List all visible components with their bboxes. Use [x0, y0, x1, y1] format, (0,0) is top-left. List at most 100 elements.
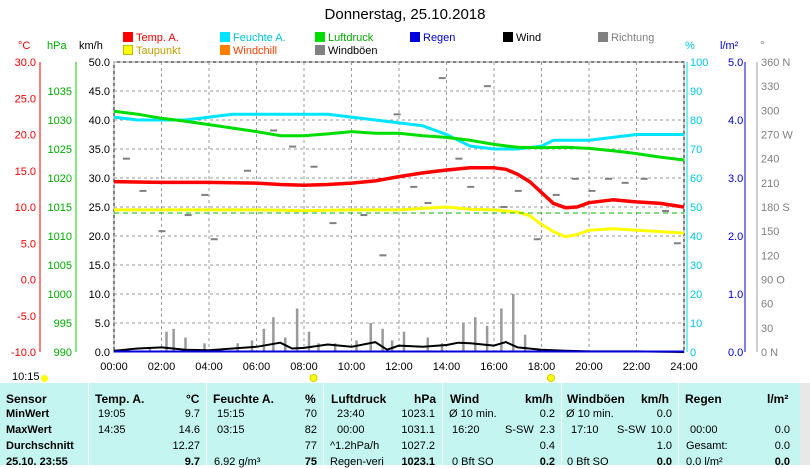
direction-tick-label: 180 S [761, 202, 790, 214]
cell-value: 0.0 [656, 408, 672, 420]
direction-mark [640, 177, 648, 180]
direction-mark [244, 169, 251, 172]
x-tick-label: 02:00 [148, 361, 176, 373]
summary-table: Sensor Temp. A. °C Feuchte A. % Luftdruc… [0, 383, 800, 468]
legend-item-temp[interactable]: Temp. A. [123, 32, 179, 44]
direction-mark [438, 77, 446, 80]
gust-bar [307, 331, 311, 352]
gust-bar [295, 308, 299, 352]
direction-mark [588, 189, 596, 192]
wind-axis-unit: km/h [79, 40, 103, 52]
legend-label: Luftdruck [328, 32, 374, 44]
cell-value: 10.0 [650, 424, 672, 436]
cell-value: 75 [304, 456, 317, 468]
cell-value: 70 [304, 408, 317, 420]
gust-bar [462, 323, 465, 352]
direction-mark [483, 85, 491, 88]
legend-swatch [220, 45, 230, 55]
legend-item-humidity[interactable]: Feuchte A. [220, 32, 286, 44]
legend-label: Regen [423, 32, 456, 44]
cell-value: 0.0 [774, 424, 790, 436]
series-line-luftdruck [113, 109, 685, 162]
header-gust-unit: km/h [641, 392, 670, 406]
legend-item-dewpoint[interactable]: Taupunkt [123, 45, 181, 57]
cell-time: 14:35 [98, 424, 126, 436]
legend-swatch [410, 32, 420, 42]
legend-label: Richtung [611, 32, 655, 44]
series-line-wind [113, 341, 685, 353]
cell-time: 0.0 l/m² [686, 456, 723, 468]
direction-mark [605, 177, 612, 180]
temp-tick-label: 25.0 [15, 93, 36, 105]
rain-axis-unit: l/m² [720, 40, 739, 52]
cell-value: 82 [304, 424, 317, 436]
legend-item-gusts[interactable]: Windböen [315, 45, 378, 57]
temp-tick-label: -5.0 [17, 311, 36, 323]
rain-tick-label: 1.0 [728, 289, 743, 301]
cell-value: 1027.2 [401, 440, 435, 452]
sun-marker-icon [547, 374, 555, 382]
direction-dots [122, 77, 681, 257]
wind-tick-label: 25.0 [89, 202, 110, 214]
cell-value: 9.7 [184, 456, 200, 468]
legend-swatch [315, 32, 325, 42]
direction-mark [379, 254, 387, 257]
temp-tick-label: 0.0 [21, 275, 36, 287]
legend-swatch [123, 45, 133, 55]
header-pressure-unit: hPa [414, 392, 437, 406]
direction-tick-label: 0 N [761, 347, 778, 359]
direction-tick-label: 60 [761, 299, 773, 311]
gust-bar [485, 325, 489, 352]
humidity-axis-unit: % [685, 40, 695, 52]
legend-swatch [315, 45, 325, 55]
wind-tick-label: 15.0 [89, 260, 110, 272]
legend-label: Temp. A. [136, 32, 179, 44]
legend-item-pressure[interactable]: Luftdruck [315, 32, 373, 44]
direction-tick-label: 120 [761, 250, 779, 262]
pressure-tick-label: 1005 [48, 260, 72, 272]
legend-item-rain[interactable]: Regen [410, 32, 455, 44]
gust-bar [165, 331, 168, 352]
x-tick-label: 08:00 [290, 361, 318, 373]
page-title: Donnerstag, 25.10.2018 [324, 6, 486, 23]
cell-value: 12.27 [172, 440, 200, 452]
cell-time: Gesamt: [686, 440, 728, 452]
wind-tick-label: 40.0 [89, 115, 110, 127]
x-tick-label: 00:00 [100, 361, 128, 373]
gust-bar [184, 337, 187, 352]
row-label: 25.10. 23:55 [6, 456, 68, 468]
direction-mark [360, 214, 368, 217]
temp-tick-label: 15.0 [15, 166, 36, 178]
direction-mark [500, 206, 508, 208]
gust-bar [369, 323, 372, 352]
legend-item-wind[interactable]: Wind [503, 32, 541, 44]
pressure-tick-label: 1025 [48, 144, 72, 156]
direction-mark [673, 242, 681, 245]
header-humidity-unit: % [305, 392, 316, 406]
legend-item-direction[interactable]: Richtung [598, 32, 654, 44]
gust-bar [172, 328, 175, 352]
wind-tick-label: 10.0 [89, 289, 110, 301]
direction-tick-label: 210 [761, 178, 779, 190]
header-gust: Windböen [567, 392, 625, 406]
x-tick-label: 18:00 [528, 361, 556, 373]
cell-time: 6.92 g/m³ [214, 456, 261, 468]
rain-tick-label: 4.0 [728, 115, 743, 127]
direction-mark [455, 157, 463, 160]
series-line-temp-a- [113, 166, 685, 210]
direction-mark [621, 181, 629, 184]
cell-desc: 17:10 [571, 424, 599, 436]
wind-tick-label: 5.0 [95, 318, 110, 330]
pressure-tick-label: 1000 [48, 289, 72, 301]
rain-tick-label: 2.0 [728, 231, 743, 243]
vertical-scrollbar[interactable] [800, 383, 810, 465]
direction-tick-label: 90 O [761, 275, 785, 287]
cell-desc: 0 Bft SO [452, 456, 494, 468]
humidity-tick-label: 100 [690, 57, 708, 69]
gust-bar [317, 343, 320, 352]
temp-tick-label: 20.0 [15, 130, 36, 142]
direction-mark [424, 201, 432, 204]
legend-item-windchill[interactable]: Windchill [220, 45, 277, 57]
temp-tick-label: 10.0 [15, 202, 36, 214]
header-wind: Wind [450, 392, 480, 406]
